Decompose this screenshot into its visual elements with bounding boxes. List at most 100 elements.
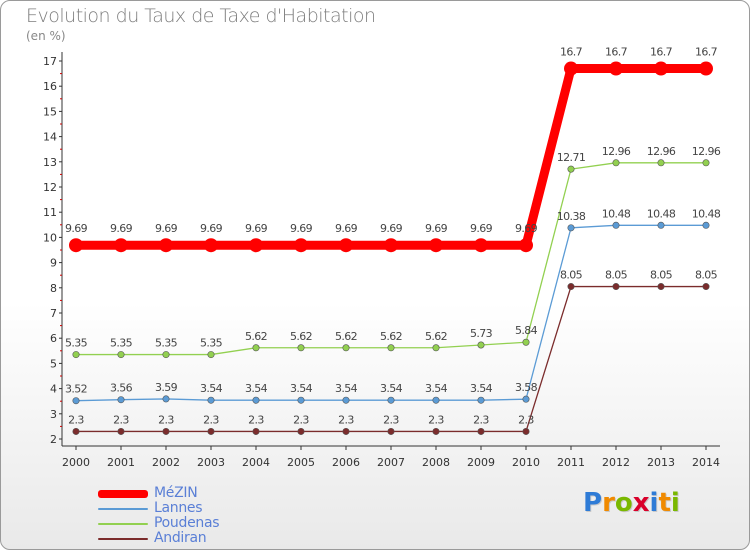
data-label: 8.05 bbox=[650, 269, 673, 282]
data-label: 2.3 bbox=[383, 413, 399, 426]
data-point bbox=[253, 397, 259, 403]
data-label: 3.54 bbox=[335, 382, 358, 395]
data-label: 16.7 bbox=[605, 46, 628, 59]
data-label: 3.58 bbox=[515, 381, 538, 394]
data-label: 2.3 bbox=[248, 413, 264, 426]
x-tick-label: 2006 bbox=[332, 456, 360, 469]
y-tick-label: 7 bbox=[50, 307, 57, 320]
data-point bbox=[478, 342, 484, 348]
y-tick-label: 10 bbox=[43, 231, 57, 244]
data-point bbox=[163, 351, 169, 357]
data-label: 3.54 bbox=[425, 382, 448, 395]
data-point bbox=[73, 397, 79, 403]
data-label: 12.96 bbox=[602, 145, 631, 158]
legend-label-lannes: Lannes bbox=[154, 501, 202, 516]
data-label: 10.48 bbox=[647, 207, 676, 220]
data-point bbox=[523, 396, 529, 402]
data-point bbox=[384, 238, 398, 252]
data-point bbox=[298, 397, 304, 403]
logo-letter: x bbox=[633, 488, 650, 518]
legend-item-poudenas[interactable]: Poudenas bbox=[98, 516, 219, 531]
data-point bbox=[703, 160, 709, 166]
data-point bbox=[204, 238, 218, 252]
data-label: 5.35 bbox=[155, 337, 178, 350]
x-tick-label: 2013 bbox=[647, 456, 675, 469]
data-point bbox=[699, 62, 713, 76]
x-tick-label: 2000 bbox=[62, 456, 90, 469]
x-tick-label: 2001 bbox=[107, 456, 135, 469]
logo-letter: i bbox=[671, 488, 680, 518]
data-point bbox=[253, 345, 259, 351]
data-label: 9.69 bbox=[515, 222, 538, 235]
y-tick-label: 9 bbox=[50, 257, 57, 270]
data-label: 16.7 bbox=[695, 46, 718, 59]
y-tick-label: 6 bbox=[50, 332, 57, 345]
data-label: 3.52 bbox=[65, 383, 87, 396]
data-point bbox=[478, 397, 484, 403]
data-point bbox=[433, 397, 439, 403]
data-point bbox=[654, 62, 668, 76]
y-tick-label: 17 bbox=[43, 55, 57, 68]
series-line-3 bbox=[76, 287, 706, 432]
data-label: 3.56 bbox=[110, 382, 133, 395]
y-tick-label: 5 bbox=[50, 357, 57, 370]
legend-item-mezin[interactable]: MéZIN bbox=[98, 486, 219, 501]
x-tick-label: 2005 bbox=[287, 456, 315, 469]
data-label: 9.69 bbox=[200, 222, 223, 235]
x-tick-label: 2010 bbox=[512, 456, 540, 469]
legend-label-poudenas: Poudenas bbox=[154, 516, 219, 531]
data-point bbox=[118, 351, 124, 357]
data-point bbox=[208, 428, 214, 434]
data-point bbox=[118, 428, 124, 434]
data-point bbox=[118, 396, 124, 402]
legend-swatch-mezin bbox=[98, 490, 148, 498]
y-tick-label: 15 bbox=[43, 105, 57, 118]
data-point bbox=[568, 166, 574, 172]
data-point bbox=[523, 339, 529, 345]
data-point bbox=[519, 238, 533, 252]
legend-item-andiran[interactable]: Andiran bbox=[98, 531, 219, 546]
data-label: 5.35 bbox=[110, 337, 133, 350]
data-label: 2.3 bbox=[113, 413, 129, 426]
legend-item-lannes[interactable]: Lannes bbox=[98, 501, 219, 516]
data-point bbox=[69, 238, 83, 252]
data-point bbox=[658, 160, 664, 166]
data-label: 3.54 bbox=[380, 382, 403, 395]
data-label: 10.48 bbox=[602, 207, 631, 220]
data-label: 16.7 bbox=[650, 46, 673, 59]
x-tick-label: 2009 bbox=[467, 456, 495, 469]
data-label: 12.71 bbox=[557, 151, 586, 164]
series-line-2 bbox=[76, 163, 706, 355]
data-label: 5.35 bbox=[65, 337, 88, 350]
data-point bbox=[568, 225, 574, 231]
y-tick-label: 3 bbox=[50, 408, 57, 421]
y-tick-label: 12 bbox=[43, 181, 57, 194]
data-label: 2.3 bbox=[338, 413, 354, 426]
data-point bbox=[388, 397, 394, 403]
data-label: 2.3 bbox=[473, 413, 489, 426]
legend-swatch-andiran bbox=[98, 538, 148, 540]
x-tick-label: 2008 bbox=[422, 456, 450, 469]
data-label: 2.3 bbox=[293, 413, 309, 426]
data-label: 9.69 bbox=[245, 222, 268, 235]
data-label: 3.54 bbox=[245, 382, 268, 395]
data-label: 5.62 bbox=[290, 330, 312, 343]
data-label: 8.05 bbox=[560, 269, 583, 282]
data-point bbox=[564, 62, 578, 76]
logo-letter: P bbox=[583, 488, 602, 518]
data-label: 2.3 bbox=[428, 413, 444, 426]
data-point bbox=[613, 222, 619, 228]
data-point bbox=[208, 397, 214, 403]
data-point bbox=[343, 345, 349, 351]
data-label: 12.96 bbox=[692, 145, 721, 158]
x-tick-label: 2012 bbox=[602, 456, 630, 469]
data-point bbox=[474, 238, 488, 252]
data-point bbox=[433, 345, 439, 351]
data-label: 5.62 bbox=[245, 330, 267, 343]
data-label: 9.69 bbox=[290, 222, 313, 235]
data-label: 2.3 bbox=[68, 413, 84, 426]
data-point bbox=[298, 428, 304, 434]
data-label: 9.69 bbox=[65, 222, 88, 235]
data-point bbox=[343, 428, 349, 434]
